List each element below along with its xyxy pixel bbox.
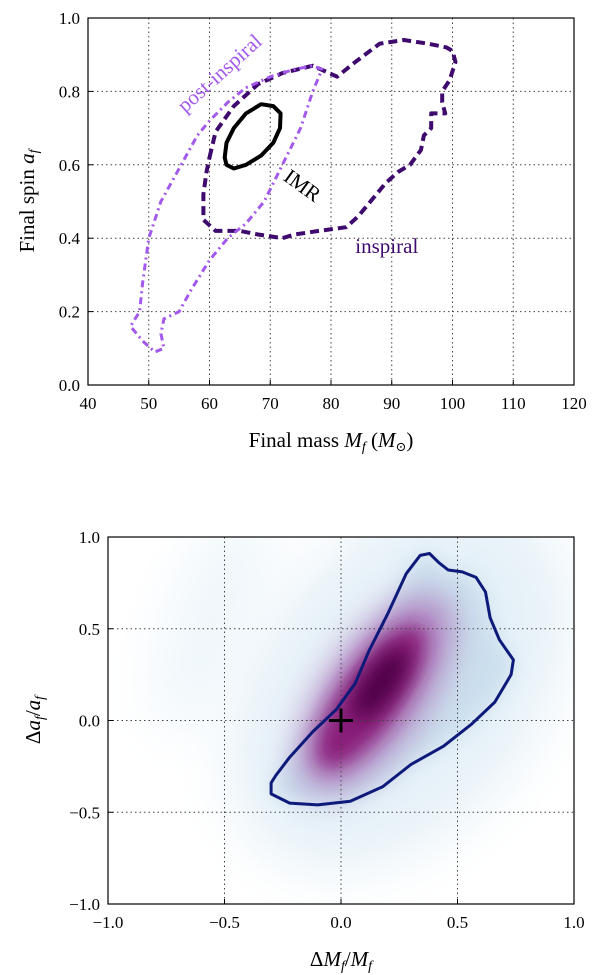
top-chart-series [129,38,458,354]
density-tail [157,537,269,734]
bottom-chart: −1.0 −0.5 0.0 0.5 1.0 −1.0 −0.5 0.0 0.5 1.0 ΔMf/M… [21,528,585,974]
y-tick-label: 0.5 [79,620,100,639]
x-tick-label: 1.0 [563,913,584,932]
x-tick-label: 50 [140,394,157,413]
x-tick-label: 110 [501,394,526,413]
bottom-chart-density [157,537,570,871]
y-tick-label: 0.2 [59,303,80,322]
x-tick-label: 60 [201,394,218,413]
y-tick-label: 0.4 [59,229,81,248]
y-tick-label: 1.0 [59,9,80,28]
y-tick-label: 1.0 [79,528,100,547]
gr-prediction-marker [329,708,353,733]
x-tick-label: 80 [323,394,340,413]
top-chart-ticks: 40 50 60 70 80 90 100 110 120 0.0 0.2 0.4 0.6 0.8 1.0 [59,9,587,413]
series-label-IMR: IMR [279,164,325,207]
x-tick-label: 100 [440,394,466,413]
x-tick-label: 90 [383,394,400,413]
y-tick-label: 0.8 [59,82,80,101]
bottom-chart-xlabel: ΔMf/Mf [310,947,374,974]
series-inspiral-contour [201,38,458,241]
bottom-chart-contour [269,552,515,807]
series-label-inspiral: inspiral [355,234,418,258]
top-chart: 40 50 60 70 80 90 100 110 1200.00.20.40.60.81.0 … [15,9,587,455]
y-tick-label: 0.0 [59,376,80,395]
x-tick-label: −0.5 [209,913,240,932]
x-tick-label: 0.0 [330,913,351,932]
x-tick-label: −1.0 [93,913,124,932]
y-tick-label: −0.5 [69,803,100,822]
bottom-chart-ylabel: Δaf/af [21,694,48,744]
x-tick-label: 70 [262,394,279,413]
x-tick-label: 0.5 [447,913,468,932]
credible-contour [269,552,515,807]
top-chart-grid [88,18,574,385]
top-chart-ylabel: Final spin af [15,147,42,252]
series-IMR-contour [222,102,283,171]
series-label-post-inspiral: post-inspiral [172,29,266,117]
bottom-chart-ticks: −1.0 −0.5 0.0 0.5 1.0 −1.0 −0.5 0.0 0.5 1.0 [69,528,584,932]
y-tick-label: −1.0 [69,895,100,914]
series-post-inspiral-contour [129,64,324,354]
y-tick-label: 0.0 [79,712,100,731]
top-chart-xlabel: Final mass Mf (M⊙) [249,428,414,455]
x-tick-label: 120 [561,394,587,413]
density-max [353,648,409,720]
x-tick-label: 40 [80,394,97,413]
y-tick-label: 0.6 [59,156,80,175]
